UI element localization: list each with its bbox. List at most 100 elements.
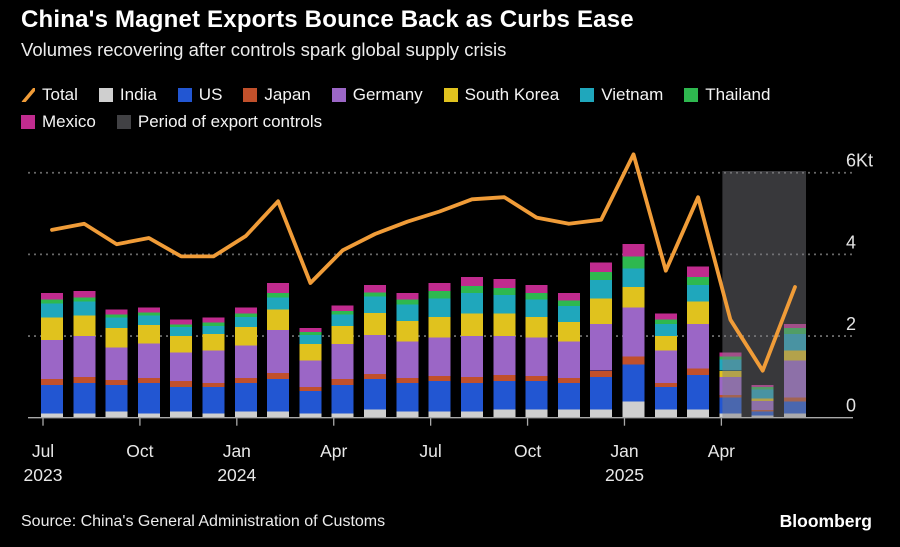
bar-segment-us: [105, 385, 128, 412]
bar-segment-india: [202, 413, 225, 418]
page-subtitle: Volumes recovering after controls spark …: [21, 39, 507, 60]
bar-segment-india: [783, 413, 806, 418]
bar-segment-thailand: [460, 285, 483, 294]
bar-segment-mexico: [590, 262, 613, 272]
bar-segment-vietnam: [170, 327, 193, 337]
x-axis-year-2023: 2023: [24, 465, 63, 485]
bar-segment-india: [364, 409, 387, 418]
bar-segment-vietnam: [428, 298, 451, 317]
legend-label: Germany: [352, 85, 423, 104]
bar-feb-2024: [267, 282, 290, 418]
bar-segment-thailand: [364, 292, 387, 297]
bar-segment-mexico: [783, 323, 806, 328]
bar-segment-us: [654, 387, 677, 410]
bar-segment-vietnam: [331, 314, 354, 326]
bar-segment-mexico: [428, 282, 451, 292]
bar-segment-vietnam: [364, 296, 387, 313]
bar-segment-mexico: [654, 313, 677, 320]
x-axis-label-oct: Oct: [514, 441, 541, 461]
legend-row-1: Total India US Japan Germany South Korea Vietn…: [21, 85, 770, 105]
y-axis-label-4: 4: [846, 232, 856, 252]
bar-dec-2024: [590, 262, 613, 418]
legend-item-mexico: Mexico: [21, 112, 96, 132]
bar-segment-germany: [137, 343, 160, 379]
bar-segment-us: [299, 391, 322, 414]
bar-oct-2023: [137, 307, 160, 418]
legend-item-period-of-export-controls: Period of export controls: [116, 112, 322, 132]
bar-segment-mexico: [299, 327, 322, 332]
bar-segment-south-korea: [41, 317, 63, 341]
bar-segment-germany: [460, 336, 483, 377]
bar-segment-south-korea: [493, 313, 516, 337]
bar-segment-thailand: [719, 356, 742, 360]
bar-sep-2024: [493, 278, 516, 418]
chart-legend: Total India US Japan Germany South Korea Vietn…: [21, 85, 770, 132]
bar-segment-vietnam: [460, 293, 483, 314]
bar-segment-us: [622, 364, 645, 402]
bar-may-2025: [751, 385, 774, 418]
bar-segment-south-korea: [557, 321, 580, 342]
page-title: China's Magnet Exports Bounce Back as Cu…: [21, 6, 634, 33]
bar-segment-us: [557, 382, 580, 410]
legend-label: India: [119, 85, 157, 104]
bar-segment-germany: [41, 340, 63, 379]
legend-label: US: [198, 85, 223, 104]
bar-segment-japan: [170, 380, 193, 388]
bar-segment-japan: [525, 376, 548, 381]
bar-segment-india: [557, 409, 580, 418]
x-axis-label-jan-2025: Jan: [610, 441, 638, 461]
bar-segment-germany: [751, 400, 774, 410]
bar-segment-thailand: [687, 276, 710, 286]
total-line: [50, 152, 797, 373]
bar-segment-us: [525, 380, 548, 410]
bar-apr-2025: [719, 352, 742, 418]
x-axis-label-apr: Apr: [708, 441, 735, 461]
bar-segment-us: [267, 378, 290, 412]
bar-segment-us: [331, 385, 354, 414]
bar-segment-mexico: [170, 319, 193, 325]
bar-segment-india: [590, 409, 613, 418]
bar-segment-india: [428, 411, 451, 418]
bar-dec-2023: [202, 317, 225, 418]
bar-segment-south-korea: [590, 298, 613, 324]
bar-segment-germany: [493, 336, 516, 375]
bar-oct-2024: [525, 285, 548, 418]
bar-jan-2025: [622, 244, 645, 418]
bar-segment-us: [428, 380, 451, 412]
bar-segment-vietnam: [622, 268, 645, 288]
bar-segment-thailand: [299, 331, 322, 336]
legend-swatch-icon: [684, 88, 699, 102]
bar-segment-japan: [299, 387, 322, 392]
legend-swatch-icon: [116, 115, 131, 129]
x-axis-label-jan-2024: Jan: [223, 441, 251, 461]
bar-jul-2024: [428, 282, 451, 418]
bar-segment-germany: [234, 345, 257, 379]
bar-segment-mexico: [331, 305, 354, 312]
bar-segment-japan: [364, 374, 387, 379]
bar-segment-vietnam: [687, 285, 710, 302]
source-note: Source: China's General Administration o…: [21, 513, 386, 530]
bar-segment-vietnam: [267, 297, 290, 310]
bar-aug-2024: [460, 276, 483, 418]
legend-label: Japan: [264, 85, 311, 104]
bar-segment-mexico: [719, 352, 742, 357]
bar-segment-india: [41, 413, 63, 418]
bar-segment-us: [396, 382, 419, 412]
bar-nov-2023: [170, 319, 193, 418]
bar-segment-us: [137, 382, 160, 414]
bar-segment-india: [719, 413, 742, 418]
bar-segment-south-korea: [783, 350, 806, 361]
bar-segment-india: [299, 413, 322, 418]
bar-segment-us: [170, 387, 193, 412]
legend-label: Total: [42, 85, 78, 104]
bar-segment-germany: [687, 323, 710, 369]
bar-segment-thailand: [493, 287, 516, 296]
bar-segment-thailand: [331, 311, 354, 315]
bar-segment-south-korea: [428, 316, 451, 338]
bar-segment-india: [525, 409, 548, 418]
bar-segment-mexico: [493, 278, 516, 288]
legend-swatch-icon: [580, 88, 595, 102]
bar-segment-germany: [299, 360, 322, 388]
bar-segment-mexico: [73, 291, 96, 298]
